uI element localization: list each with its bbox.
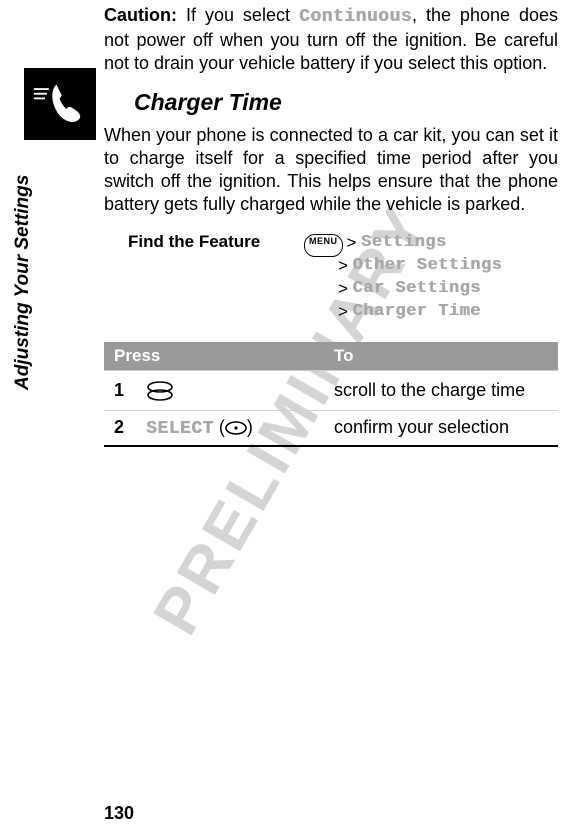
scroll-key-icon [146,380,174,402]
step-number: 1 [104,370,136,410]
table-row: 2 SELECT ( ) confirm your selection [104,410,558,446]
step-number: 2 [104,410,136,446]
nav-item: Car Settings [352,278,480,301]
to-cell: confirm your selection [324,410,558,446]
section-side-label: Adjusting Your Settings [12,175,34,390]
find-feature-row: Find the Feature MENU > Settings > Other… [104,232,558,324]
phone-icon [24,68,96,140]
nav-item: Settings [361,232,447,255]
nav-path: MENU > Settings > Other Settings > Car S… [304,232,558,324]
caution-paragraph: Caution: If you select Continuous, the p… [104,4,558,75]
nav-separator: > [338,278,352,301]
page-container: Adjusting Your Settings Caution: If you … [0,0,582,838]
press-cell: SELECT ( ) [136,410,324,446]
content-area: Caution: If you select Continuous, the p… [104,4,558,447]
body-paragraph: When your phone is connected to a car ki… [104,124,558,216]
table-row: 1 scroll to the charge time [104,370,558,410]
menu-key-icon: MENU [304,234,343,257]
press-cell [136,370,324,410]
column-header-to: To [324,342,558,371]
page-number: 130 [104,803,134,824]
column-header-press: Press [104,342,324,371]
nav-item: Charger Time [352,301,480,324]
soft-key-icon [225,419,247,433]
find-feature-label: Find the Feature [104,232,304,324]
nav-item: Other Settings [352,255,502,278]
caution-before: If you select [186,5,299,25]
caution-prefix: Caution: [104,5,186,25]
section-heading: Charger Time [134,89,558,116]
to-cell: scroll to the charge time [324,370,558,410]
nav-separator: > [347,232,361,255]
select-label: SELECT [146,419,214,439]
caution-code: Continuous [299,7,412,27]
instruction-table: Press To 1 scroll to the c [104,342,558,447]
nav-separator: > [338,301,352,324]
nav-separator: > [338,255,352,278]
